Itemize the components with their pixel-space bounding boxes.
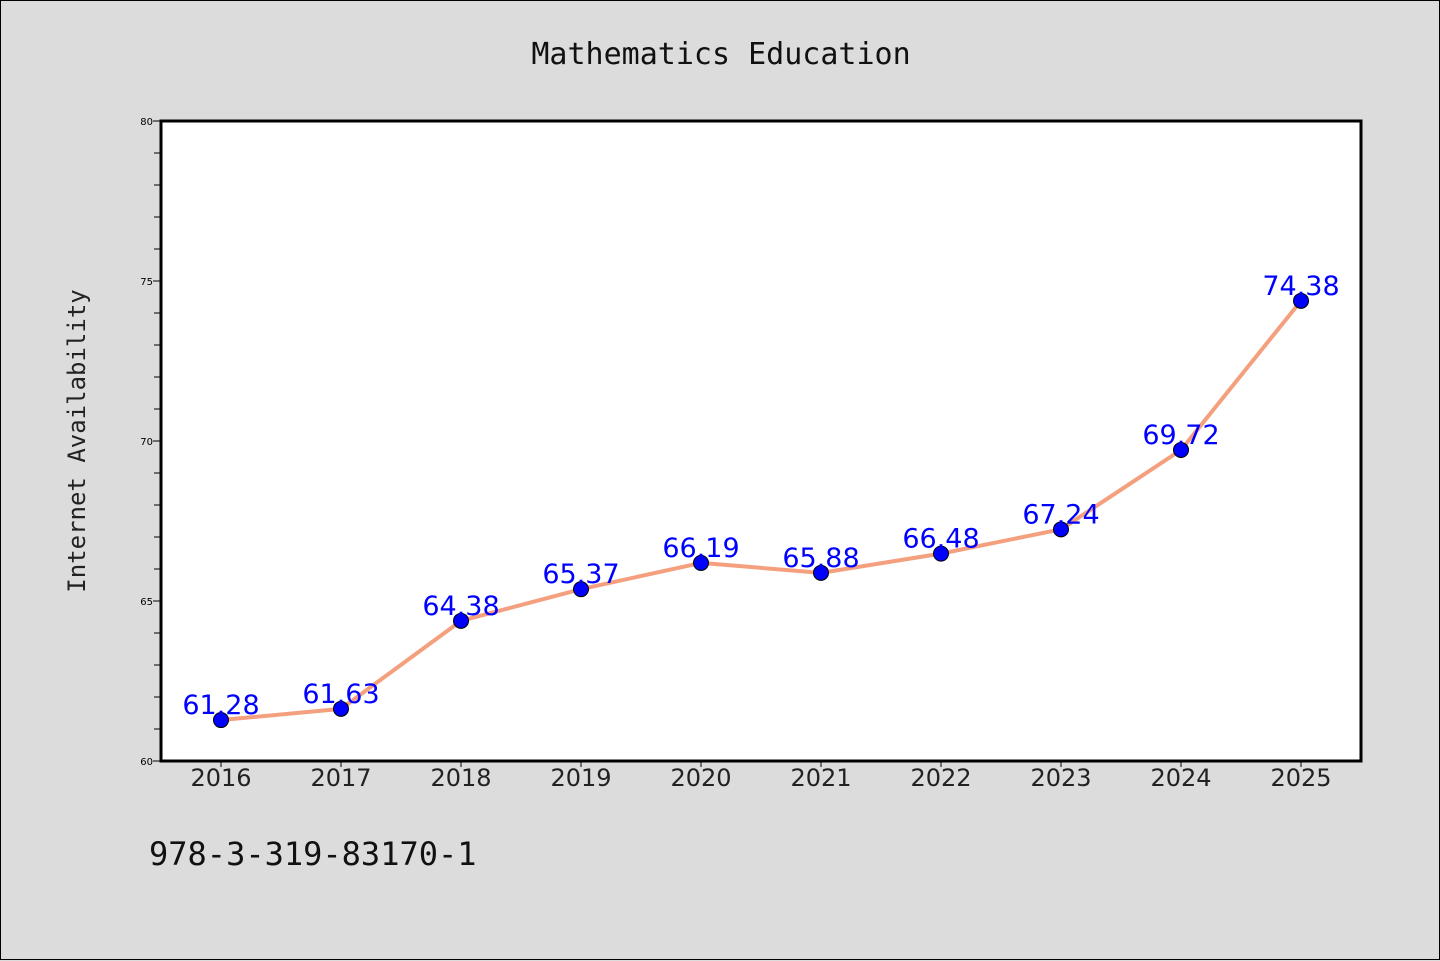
x-tick-label: 2019 (550, 764, 611, 792)
y-tick-label: 70 (140, 437, 153, 448)
x-tick-label: 2025 (1270, 764, 1331, 792)
data-label: 69.72 (1142, 420, 1219, 451)
y-tick-label: 60 (140, 757, 153, 768)
data-label: 65.37 (542, 559, 619, 590)
data-point (1053, 521, 1069, 538)
x-tick-label: 2016 (190, 764, 251, 792)
x-tick-label: 2024 (1150, 764, 1211, 792)
x-tick-label: 2023 (1030, 764, 1091, 792)
data-label: 65.88 (782, 543, 859, 574)
data-point (1293, 292, 1309, 309)
isbn-text: 978-3-319-83170-1 (149, 835, 477, 873)
data-label: 66.19 (662, 533, 739, 564)
data-label: 67.24 (1022, 499, 1099, 530)
x-tick-label: 2021 (790, 764, 851, 792)
data-point (813, 564, 829, 581)
data-label: 64.38 (422, 591, 499, 622)
x-tick-label: 2018 (430, 764, 491, 792)
y-axis-label: Internet Availability (63, 289, 91, 592)
series-line (219, 298, 1303, 723)
y-axis: 60 65 70 75 80 (140, 117, 161, 768)
data-point (693, 554, 709, 571)
series-layer (213, 292, 1309, 729)
data-point (573, 581, 589, 598)
data-label-layer: 61.28 61.63 64.38 65.37 66.19 65.88 66.48 67.24… (182, 271, 1339, 721)
data-label: 74.38 (1262, 271, 1339, 302)
data-point (213, 712, 229, 729)
data-point (1173, 441, 1189, 458)
data-point (933, 545, 949, 562)
y-tick-label: 80 (140, 117, 153, 128)
data-point (333, 700, 349, 717)
y-tick-label: 75 (140, 277, 153, 288)
data-label: 61.28 (182, 690, 259, 721)
x-tick-label: 2022 (910, 764, 971, 792)
x-axis: 2016 2017 2018 2019 2020 2021 2022 2023 2024 2025 (190, 761, 1332, 792)
x-tick-label: 2020 (670, 764, 731, 792)
data-point (453, 612, 469, 629)
y-tick-label: 65 (140, 597, 153, 608)
chart-title: Mathematics Education (531, 37, 910, 72)
plot-area (159, 119, 1363, 763)
data-label: 61.63 (302, 679, 379, 710)
data-label: 66.48 (902, 524, 979, 555)
x-tick-label: 2017 (310, 764, 371, 792)
